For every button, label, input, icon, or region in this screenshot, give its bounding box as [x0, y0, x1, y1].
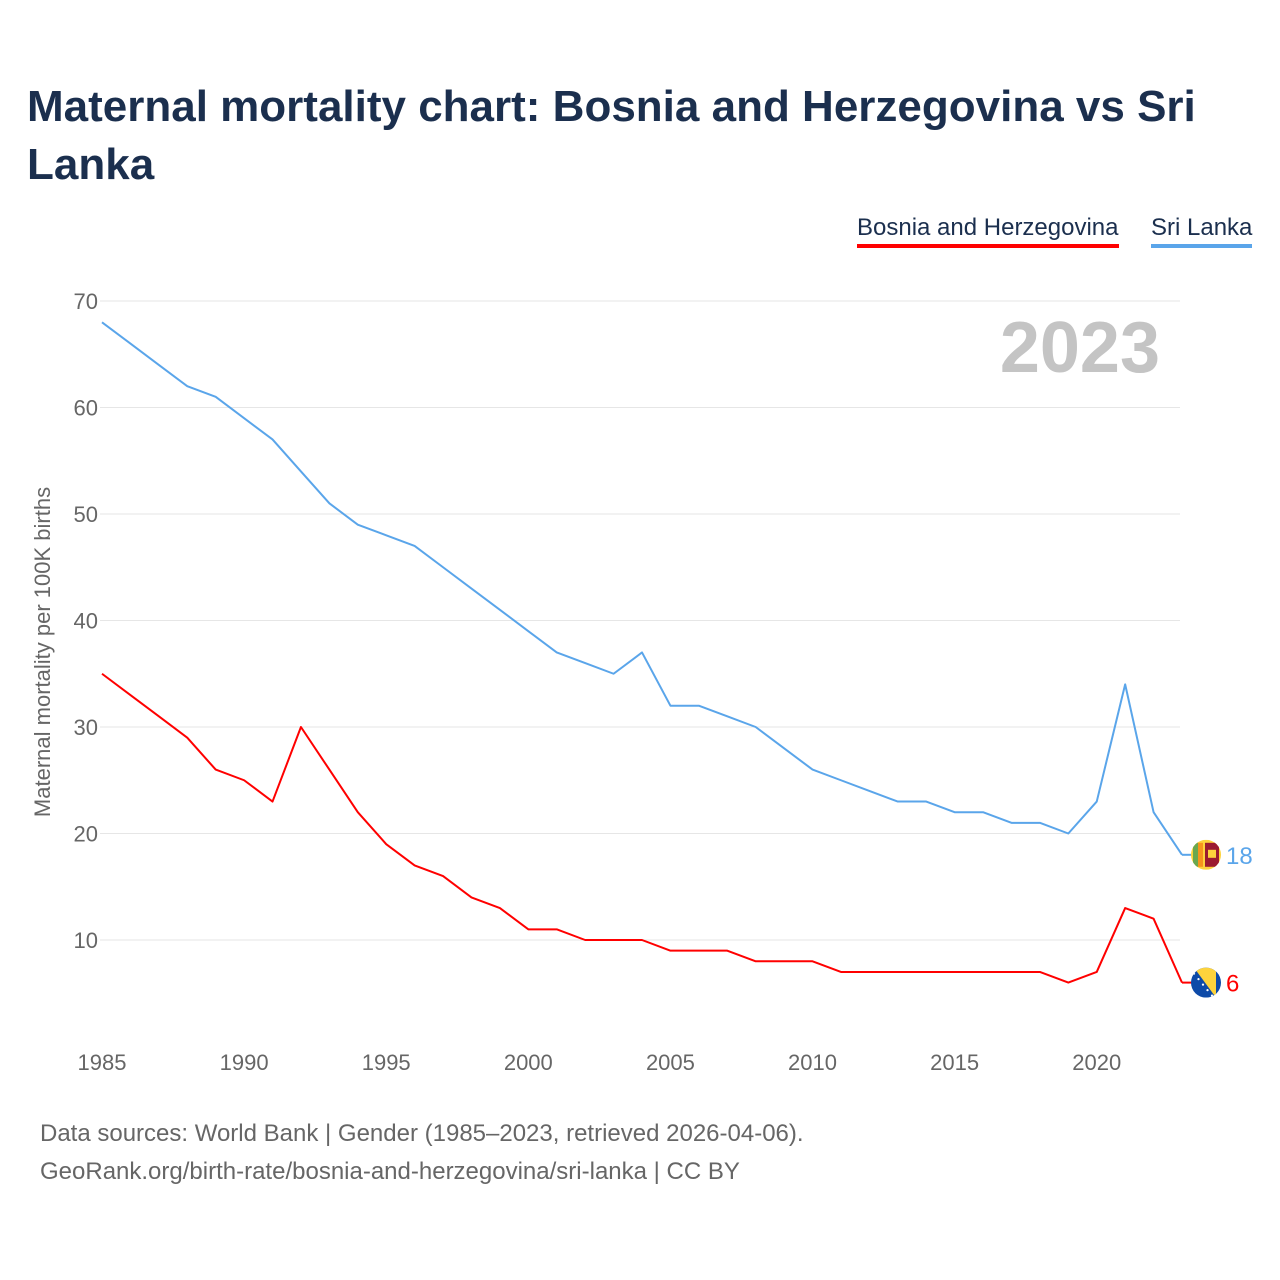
flag-star	[1192, 972, 1196, 975]
flag-lion	[1208, 849, 1216, 858]
year-watermark: 2023	[1000, 308, 1160, 388]
x-tick-label: 2015	[930, 1050, 979, 1075]
x-tick-label: 1990	[220, 1050, 269, 1075]
flag-shape	[1191, 839, 1221, 870]
flag-star	[1206, 989, 1209, 992]
footer-attribution: GeoRank.org/birth-rate/bosnia-and-herzeg…	[40, 1158, 740, 1185]
flag-star	[1201, 983, 1205, 986]
bosnia-flag-icon	[1191, 967, 1221, 998]
y-tick-label: 10	[74, 928, 98, 953]
x-tick-label: 1995	[362, 1050, 411, 1075]
y-tick-label: 20	[74, 822, 98, 847]
chart-title: Maternal mortality chart: Bosnia and Her…	[27, 82, 1196, 189]
sri-lanka-flag-icon	[1191, 839, 1221, 870]
y-tick-label: 50	[74, 502, 98, 527]
legend-item-sri-lanka[interactable]: Sri Lanka	[1151, 214, 1253, 248]
y-tick-label: 30	[74, 715, 98, 740]
flag-star	[1210, 994, 1214, 997]
end-value-label: 6	[1226, 971, 1239, 998]
y-tick-label: 70	[74, 289, 98, 314]
x-tick-label: 2010	[788, 1050, 837, 1075]
flag-star	[1197, 978, 1200, 981]
y-tick-label: 60	[74, 396, 98, 421]
y-axis-label: Maternal mortality per 100K births	[30, 487, 55, 817]
end-value-label: 18	[1226, 843, 1253, 870]
x-tick-label: 2020	[1072, 1050, 1121, 1075]
x-tick-label: 2000	[504, 1050, 553, 1075]
x-tick-label: 2005	[646, 1050, 695, 1075]
flag-shape	[1191, 967, 1221, 998]
x-tick-label: 1985	[78, 1050, 127, 1075]
legend-item-bosnia[interactable]: Bosnia and Herzegovina	[857, 214, 1119, 248]
flag-triangle	[1194, 967, 1216, 998]
series-line-bosnia	[101, 672, 1183, 984]
flag-green	[1193, 842, 1198, 867]
flag-orange	[1198, 842, 1203, 867]
series-line-sri-lanka	[101, 321, 1183, 856]
y-tick-label: 40	[74, 609, 98, 634]
footer-sources: Data sources: World Bank | Gender (1985–…	[40, 1120, 804, 1147]
